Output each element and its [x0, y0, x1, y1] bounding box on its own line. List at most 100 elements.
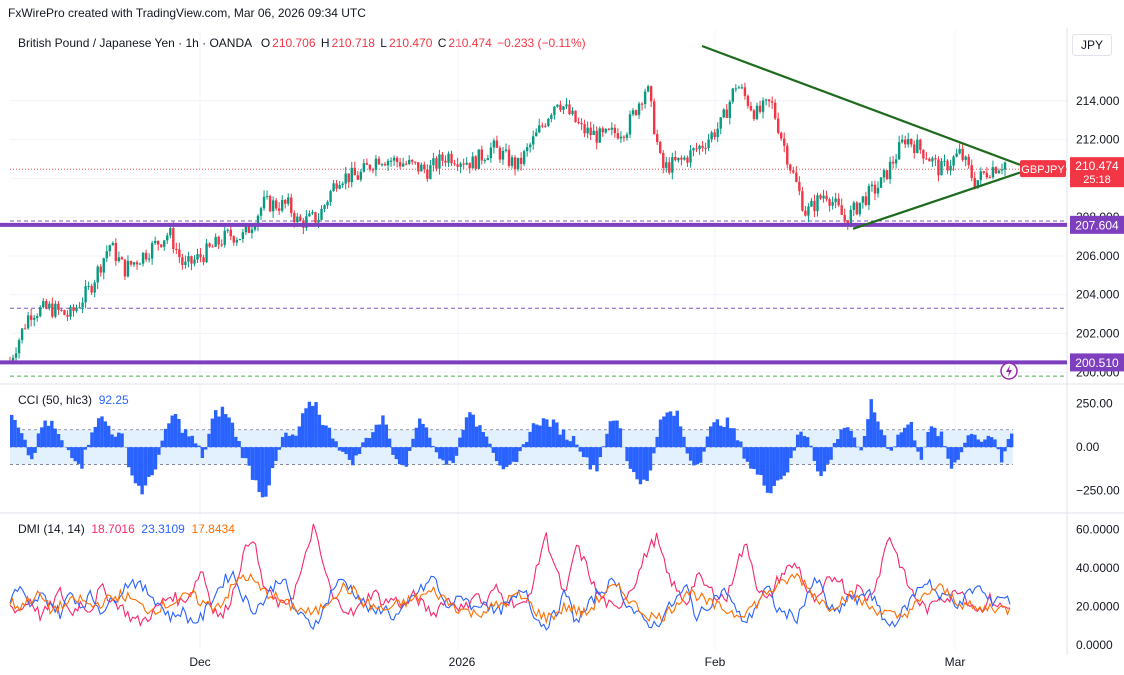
candle [740, 83, 744, 90]
candle [804, 205, 807, 217]
cci-bar [260, 447, 265, 498]
cci-bar [130, 447, 134, 476]
candle-body [553, 106, 556, 115]
candle [504, 143, 508, 153]
candle [979, 167, 983, 185]
x-axis-label-dec: Dec [189, 655, 210, 669]
candle-body [356, 175, 359, 180]
candle [725, 104, 728, 119]
cci-bar [685, 447, 689, 454]
candle [153, 236, 157, 245]
cci-bar [571, 435, 576, 448]
candle [589, 121, 592, 140]
cci-bar [963, 442, 967, 448]
currency-button[interactable]: JPY [1072, 34, 1112, 56]
candle-body [495, 140, 499, 148]
candle [831, 196, 834, 210]
candle-body [510, 157, 514, 166]
candle-body [411, 159, 414, 162]
cci-bar [568, 441, 572, 448]
candle-body [541, 125, 544, 127]
candle-body [453, 163, 456, 165]
cci-bar [983, 439, 987, 448]
cci-bar [504, 447, 509, 467]
candle [362, 159, 366, 173]
candle-body [671, 157, 674, 173]
cci-bar [705, 436, 710, 448]
cci-bar [702, 447, 706, 452]
candle-body [290, 197, 293, 214]
candle [72, 304, 75, 317]
candle-body [770, 101, 774, 103]
candle [51, 297, 54, 319]
candle-body [580, 123, 583, 125]
candle-body [894, 159, 898, 164]
candle-body [780, 132, 783, 139]
candle-body [607, 128, 611, 130]
candle [256, 214, 260, 232]
cci-bar [117, 432, 121, 448]
candle-body [719, 117, 722, 129]
candle [102, 257, 105, 280]
cci-bar [434, 447, 439, 453]
candle-body [126, 260, 130, 277]
candle [855, 201, 859, 216]
candle-body [153, 240, 157, 244]
cci-bar [274, 447, 278, 461]
candle-body [323, 205, 326, 209]
candle-body [120, 257, 124, 260]
candle [290, 193, 293, 217]
candle [698, 144, 701, 155]
cci-bar [695, 447, 700, 465]
cci-bar [250, 447, 255, 480]
cci-bar [103, 421, 108, 448]
candle-body [619, 136, 623, 139]
candle-body [241, 232, 245, 239]
candle-body [105, 251, 108, 259]
cci-bar [90, 432, 94, 448]
candle [689, 145, 692, 168]
candle-body [377, 158, 381, 165]
cci-bar [956, 447, 960, 460]
cci-bar [852, 437, 857, 448]
candle [305, 209, 308, 231]
candle [341, 181, 344, 189]
candle [232, 235, 235, 246]
candle-body [359, 171, 363, 180]
candle-body [184, 261, 187, 265]
lightning-glyph [1006, 365, 1012, 377]
cci-bar [515, 447, 519, 462]
candle-body [389, 160, 393, 162]
candle-body [752, 110, 756, 120]
cci-bar [541, 418, 546, 448]
candle [695, 142, 698, 153]
candle [29, 309, 33, 327]
candle [532, 130, 535, 150]
cci-bar [538, 425, 542, 448]
candle [686, 155, 689, 168]
candle [489, 142, 493, 163]
candle-body [773, 102, 777, 119]
candle-body [710, 132, 713, 140]
candle-body [758, 105, 762, 112]
candle [156, 240, 160, 251]
candle-body [175, 248, 178, 250]
cci-bar [759, 447, 763, 476]
candle [710, 130, 713, 143]
candle [922, 149, 925, 164]
candle [737, 85, 741, 89]
candle [801, 187, 804, 212]
candle [786, 142, 789, 169]
cci-bar [698, 447, 703, 463]
candle [758, 100, 762, 114]
candle-body [250, 229, 254, 233]
candle-body [507, 149, 511, 166]
candle-body [314, 212, 317, 223]
cci-bar [307, 401, 312, 448]
cci-bar [595, 447, 599, 472]
cci-bar [601, 446, 606, 448]
candle [562, 105, 565, 114]
cci-legend: CCI (50, hlc3) 92.25 [18, 393, 129, 407]
